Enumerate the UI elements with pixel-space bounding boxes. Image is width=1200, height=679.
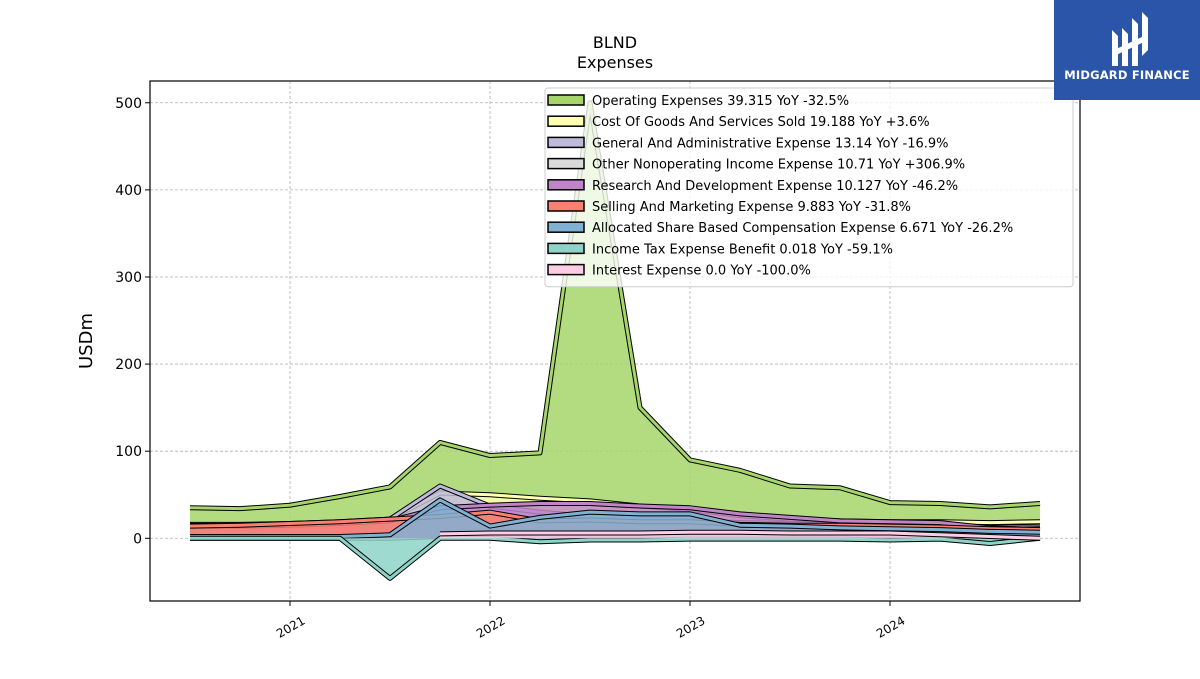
legend-swatch-2 (547, 136, 585, 149)
x-tick-label: 2021 (274, 613, 307, 640)
legend-swatch-1 (547, 115, 585, 127)
logo-text: MIDGARD FINANCE (1064, 68, 1190, 82)
y-axis-label: USDm (76, 313, 97, 369)
chart-title: BLND (593, 33, 637, 52)
brand-logo: MIDGARD FINANCE (1054, 0, 1200, 100)
x-tick-label: 2023 (674, 613, 707, 640)
legend-label-4: Research And Development Expense 10.127 … (592, 179, 958, 194)
legend-label-1: Cost Of Goods And Services Sold 19.188 Y… (592, 115, 930, 130)
legend-label-8: Interest Expense 0.0 YoY -100.0% (592, 264, 811, 279)
legend-swatch-5 (547, 200, 585, 212)
y-tick-label: 100 (115, 444, 142, 460)
legend-swatch-0 (547, 94, 585, 106)
y-tick-label: 0 (133, 531, 142, 547)
legend-label-5: Selling And Marketing Expense 9.883 YoY … (592, 200, 911, 215)
legend-label-7: Income Tax Expense Benefit 0.018 YoY -59… (592, 242, 893, 257)
y-tick-label: 500 (115, 96, 142, 112)
legend-swatch-4 (547, 179, 585, 191)
legend-swatch-6 (547, 221, 585, 233)
series-area-7 (190, 538, 1040, 579)
series-area-0 (190, 102, 1040, 539)
x-tick-label: 2022 (474, 613, 507, 640)
chart-subtitle: Expenses (577, 53, 653, 72)
logo-mark-icon (1112, 12, 1148, 66)
legend-label-6: Allocated Share Based Compensation Expen… (592, 221, 1013, 236)
plot-frame (149, 80, 1081, 602)
legend-label-3: Other Nonoperating Income Expense 10.71 … (592, 158, 965, 173)
series-line-7 (190, 536, 1041, 580)
series-line-8 (439, 530, 1041, 540)
legend-swatch-7 (547, 242, 585, 255)
x-tick-label: 2024 (874, 613, 907, 640)
y-tick-label: 300 (115, 270, 142, 286)
legend-box (544, 87, 1074, 288)
series-line-outline-7 (190, 535, 1041, 581)
legend-label-0: Operating Expenses 39.315 YoY -32.5% (592, 94, 849, 109)
legend-swatch-3 (547, 157, 585, 170)
y-tick-label: 400 (115, 183, 142, 199)
legend-label-2: General And Administrative Expense 13.14… (592, 136, 949, 151)
y-tick-label: 200 (115, 357, 142, 373)
legend-swatch-8 (547, 263, 585, 276)
